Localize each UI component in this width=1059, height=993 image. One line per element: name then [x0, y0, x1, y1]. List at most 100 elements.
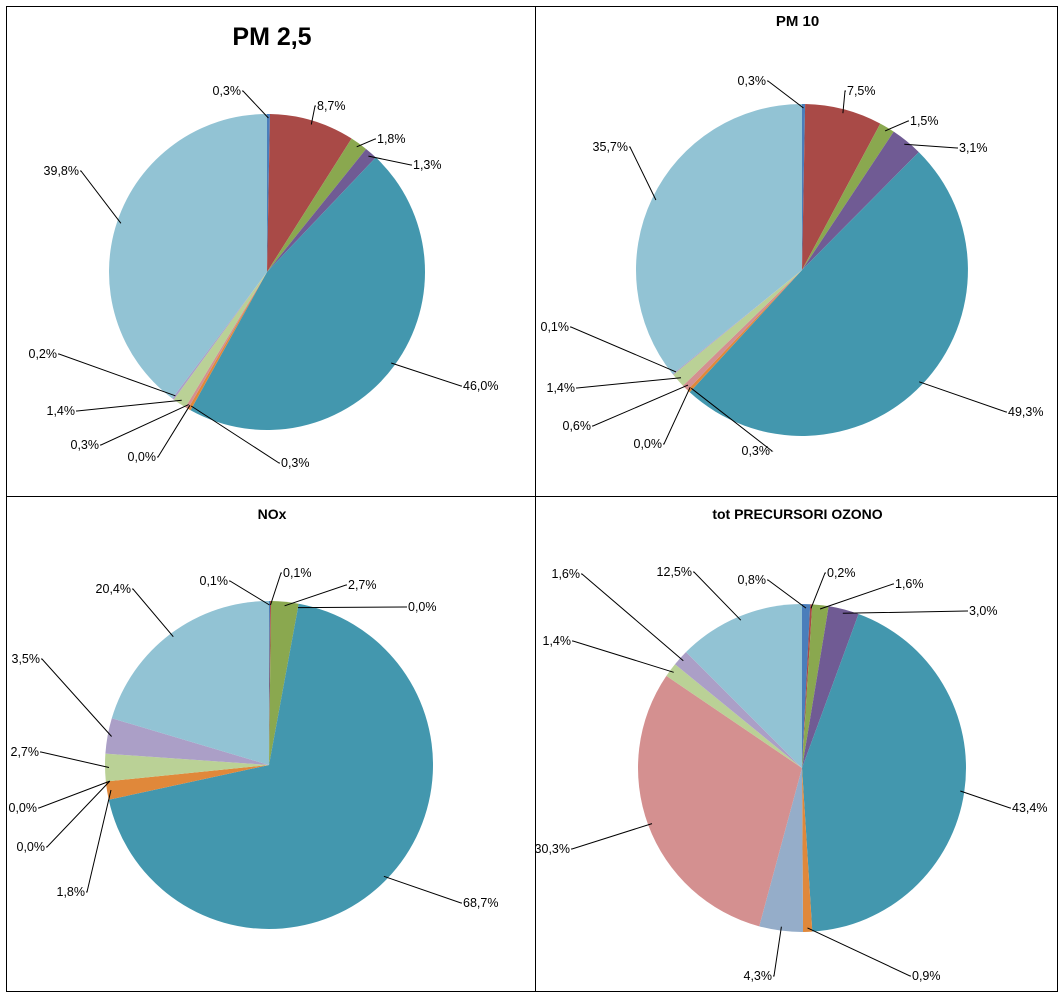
pie-slice — [801, 613, 966, 932]
data-label: 1,4% — [542, 634, 571, 648]
data-label: 12,5% — [656, 565, 691, 579]
pie-slice — [269, 600, 299, 765]
leader-line — [772, 926, 782, 976]
chart-panel-nox: NOx 0,1% 0,1% 2,7% 0,0% 68,7% 1,8% 0,0% 0,0% 2,7%… — [6, 495, 536, 992]
data-label: 39,8% — [44, 164, 79, 178]
leader-line — [80, 170, 122, 224]
data-label: 0,6% — [562, 419, 591, 433]
leader-line — [391, 362, 462, 387]
data-label: 1,3% — [413, 158, 442, 172]
pie-chart: NOx 0,1% 0,1% 2,7% 0,0% 68,7% 1,8% 0,0% 0,0% 2,7%… — [9, 506, 498, 929]
leader-line — [356, 138, 376, 148]
pie-slice — [672, 270, 802, 375]
leader-line — [383, 875, 462, 903]
leader-line — [190, 405, 280, 464]
leader-line — [58, 353, 176, 397]
pie-slice — [267, 148, 376, 272]
pie-slice — [108, 603, 434, 929]
leader-line — [76, 399, 182, 412]
data-label: 0,8% — [737, 573, 766, 587]
pie-slice — [801, 603, 810, 768]
leader-line — [40, 751, 110, 768]
chart-title: NOx — [258, 506, 287, 522]
chart-panel-pm10: PM 10 0,3% 7,5% 1,5% 3,1% 49,3% 0,3% 0,0% 0,6% 1,… — [534, 6, 1058, 497]
data-label: 30,3% — [536, 842, 570, 856]
chart-panel-ozone-precursors: tot PRECURSORI OZONO 0,8% 0,2% 1,6% 3,0% 43,4… — [534, 495, 1058, 992]
pie-slice — [665, 663, 802, 768]
data-label: 0,0% — [9, 801, 38, 815]
leader-line — [368, 155, 412, 166]
data-label: 46,0% — [463, 379, 498, 393]
leader-line — [132, 588, 174, 637]
data-label: 35,7% — [592, 140, 627, 154]
chart-title: tot PRECURSORI OZONO — [712, 506, 882, 522]
leader-line — [903, 143, 958, 149]
data-label: 1,8% — [377, 132, 406, 146]
pie-slice — [269, 600, 271, 765]
pie-slice — [758, 767, 803, 932]
pie-slice — [108, 114, 268, 399]
data-label: 0,3% — [281, 456, 310, 470]
pie-slice — [267, 138, 367, 272]
chart-title: PM 10 — [775, 13, 818, 30]
leader-line — [46, 780, 111, 847]
pie-slice — [801, 603, 829, 768]
data-label: 20,4% — [96, 582, 131, 596]
pie-slice — [801, 123, 894, 271]
data-label: 3,5% — [12, 652, 41, 666]
leader-line — [591, 384, 688, 427]
pie-slice — [269, 600, 272, 765]
pie-slice — [801, 104, 805, 270]
pie-chart: PM 10 0,3% 7,5% 1,5% 3,1% 49,3% 0,3% 0,0% 0,6% 1,… — [540, 13, 1043, 458]
pie-slice — [172, 272, 267, 400]
pie-slice — [685, 603, 802, 768]
leader-line — [842, 610, 968, 614]
pie-slice — [689, 152, 968, 436]
pie-slice — [801, 131, 919, 270]
leader-line — [959, 790, 1011, 808]
data-label: 0,2% — [29, 347, 58, 361]
pie-slice — [682, 270, 802, 391]
leader-line — [270, 572, 282, 605]
pie-slice — [635, 104, 802, 374]
data-label: 4,3% — [743, 969, 772, 983]
data-label: 7,5% — [847, 84, 876, 98]
pie-slice — [105, 764, 269, 800]
data-label: 0,3% — [741, 444, 770, 458]
data-label: 0,1% — [200, 574, 229, 588]
leader-line — [100, 404, 189, 446]
data-label: 1,6% — [895, 577, 924, 591]
leader-line — [662, 386, 691, 445]
pie-slice — [190, 157, 426, 431]
leader-line — [157, 405, 191, 458]
pie-slice — [185, 272, 267, 409]
leader-line — [819, 583, 894, 609]
pie-chart: PM 2,5 0,3% 8,7% 1,8% 1,3% 46,0% 0,3% 0,0% 0,3% 1… — [29, 23, 499, 470]
data-label: 8,7% — [317, 99, 346, 113]
leader-line — [806, 926, 911, 976]
data-label: 0,3% — [737, 74, 766, 88]
leader-line — [571, 640, 674, 673]
data-label: 0,0% — [17, 840, 46, 854]
data-label: 0,9% — [912, 969, 941, 983]
chart-grid: PM 2,5 0,3% 8,7% 1,8% 1,3% 46,0% 0,3% 0,0% 0,3% 1… — [6, 6, 1058, 992]
leader-line — [38, 780, 110, 808]
data-label: 0,3% — [71, 438, 100, 452]
data-label: 1,5% — [910, 114, 939, 128]
leader-line — [692, 571, 741, 621]
pie-slice — [187, 272, 267, 411]
data-label: 0,3% — [213, 84, 242, 98]
data-label: 1,6% — [551, 567, 580, 581]
data-label: 49,3% — [1008, 405, 1043, 419]
leader-line — [41, 658, 112, 737]
pie-slice — [267, 114, 270, 272]
data-label: 0,1% — [283, 566, 312, 580]
data-label: 2,7% — [348, 578, 377, 592]
pie-slice — [105, 717, 269, 765]
leader-line — [229, 580, 270, 605]
data-label: 2,7% — [11, 745, 40, 759]
data-label: 0,0% — [408, 600, 437, 614]
leader-line — [766, 80, 804, 109]
pie-slice — [686, 270, 802, 393]
leader-line — [569, 326, 676, 373]
